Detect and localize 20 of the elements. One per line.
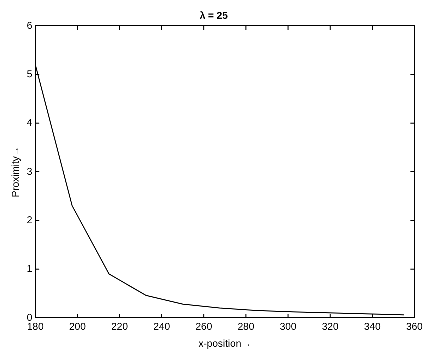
y-axis-title: Proximity→ [10, 146, 22, 198]
y-tick-label: 1 [27, 264, 33, 276]
y-tick-label: 5 [27, 69, 33, 80]
y-tick-label: 0 [27, 312, 33, 324]
x-tick-label: 360 [406, 322, 424, 333]
y-tick-label: 2 [27, 215, 33, 226]
x-tick-label: 340 [364, 322, 382, 333]
chart-title: λ = 25 [200, 10, 228, 22]
x-tick-label: 320 [322, 322, 340, 333]
x-tick-label: 240 [154, 322, 171, 333]
y-tick-label: 6 [27, 20, 33, 32]
x-tick-label: 260 [196, 322, 213, 333]
x-tick-label: 200 [69, 322, 86, 333]
y-tick-label: 4 [27, 118, 33, 130]
x-tick-label: 180 [27, 322, 44, 333]
x-axis-title: x-position→ [198, 338, 252, 350]
x-tick-label: 280 [238, 322, 255, 333]
x-tick-label: 220 [111, 322, 129, 333]
x-tick-label: 300 [280, 322, 298, 333]
y-tick-label: 3 [27, 166, 33, 178]
